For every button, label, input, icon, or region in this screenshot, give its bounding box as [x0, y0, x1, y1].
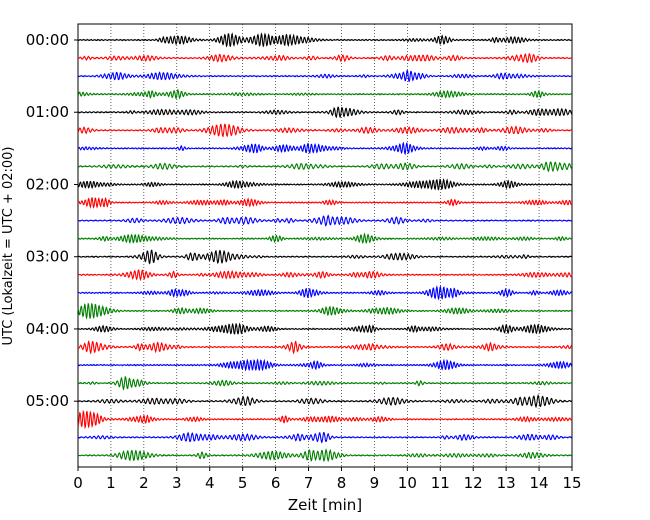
seismogram-trace-17 [77, 340, 573, 355]
x-tick-label-14: 14 [530, 474, 549, 492]
seismogram-trace-8 [77, 178, 573, 191]
seismogram-trace-12 [77, 249, 573, 265]
seismogram-trace-11 [77, 232, 573, 245]
y-tick-label-3: 03:00 [26, 248, 69, 266]
x-tick-label-4: 4 [205, 474, 215, 492]
seismogram-trace-10 [77, 214, 573, 227]
x-tick-label-7: 7 [304, 474, 314, 492]
seismogram-trace-14 [77, 285, 573, 301]
x-tick-label-1: 1 [106, 474, 116, 492]
y-tick-label-2: 02:00 [26, 175, 69, 193]
x-tick-label-12: 12 [464, 474, 483, 492]
x-tick-label-11: 11 [431, 474, 450, 492]
seismogram-trace-23 [77, 448, 573, 463]
seismogram-trace-21 [77, 409, 573, 430]
vertical-grid [110, 24, 540, 467]
y-tick-label-1: 01:00 [26, 103, 69, 121]
x-tick-label-15: 15 [562, 474, 581, 492]
x-tick-label-9: 9 [370, 474, 380, 492]
x-axis-label: Zeit [min] [288, 496, 362, 514]
x-tick-label-3: 3 [172, 474, 182, 492]
plot-frame [77, 23, 573, 468]
seismogram-trace-13 [77, 269, 573, 282]
seismogram-trace-16 [77, 322, 573, 335]
seismogram-trace-2 [77, 69, 573, 82]
seismogram-trace-20 [77, 393, 573, 409]
y-tick-label-5: 05:00 [26, 392, 69, 410]
x-tick-label-2: 2 [139, 474, 149, 492]
x-tick-label-0: 0 [73, 474, 83, 492]
x-tick-label-8: 8 [337, 474, 347, 492]
x-tick-label-13: 13 [497, 474, 516, 492]
seismogram-trace-15 [77, 302, 573, 320]
seismogram-trace-18 [77, 358, 573, 372]
seismogram-trace-4 [77, 106, 573, 119]
y-tick-label-4: 04:00 [26, 320, 69, 338]
x-tick-label-6: 6 [271, 474, 281, 492]
seismogram-trace-3 [77, 88, 573, 100]
seismogram-trace-9 [77, 196, 573, 209]
y-axis-ticks: 00:00 01:00 02:00 03:00 04:00 05:00 [26, 31, 78, 410]
y-axis-label: UTC (Lokalzeit = UTC + 02:00) [1, 147, 16, 346]
x-tick-label-10: 10 [398, 474, 417, 492]
y-tick-label-0: 00:00 [26, 31, 69, 49]
trace-group [77, 32, 573, 463]
seismogram-trace-22 [77, 431, 573, 444]
x-axis-ticks: 0 1 2 3 4 5 6 7 8 9 10 11 12 13 14 15 [73, 467, 582, 492]
seismogram-trace-7 [77, 161, 573, 173]
x-tick-label-5: 5 [238, 474, 248, 492]
seismogram-trace-5 [77, 123, 573, 138]
seismogram-trace-6 [77, 141, 572, 156]
seismogram-trace-19 [77, 375, 573, 391]
seismogram-trace-1 [77, 52, 573, 63]
seismogram-trace-0 [77, 32, 573, 48]
